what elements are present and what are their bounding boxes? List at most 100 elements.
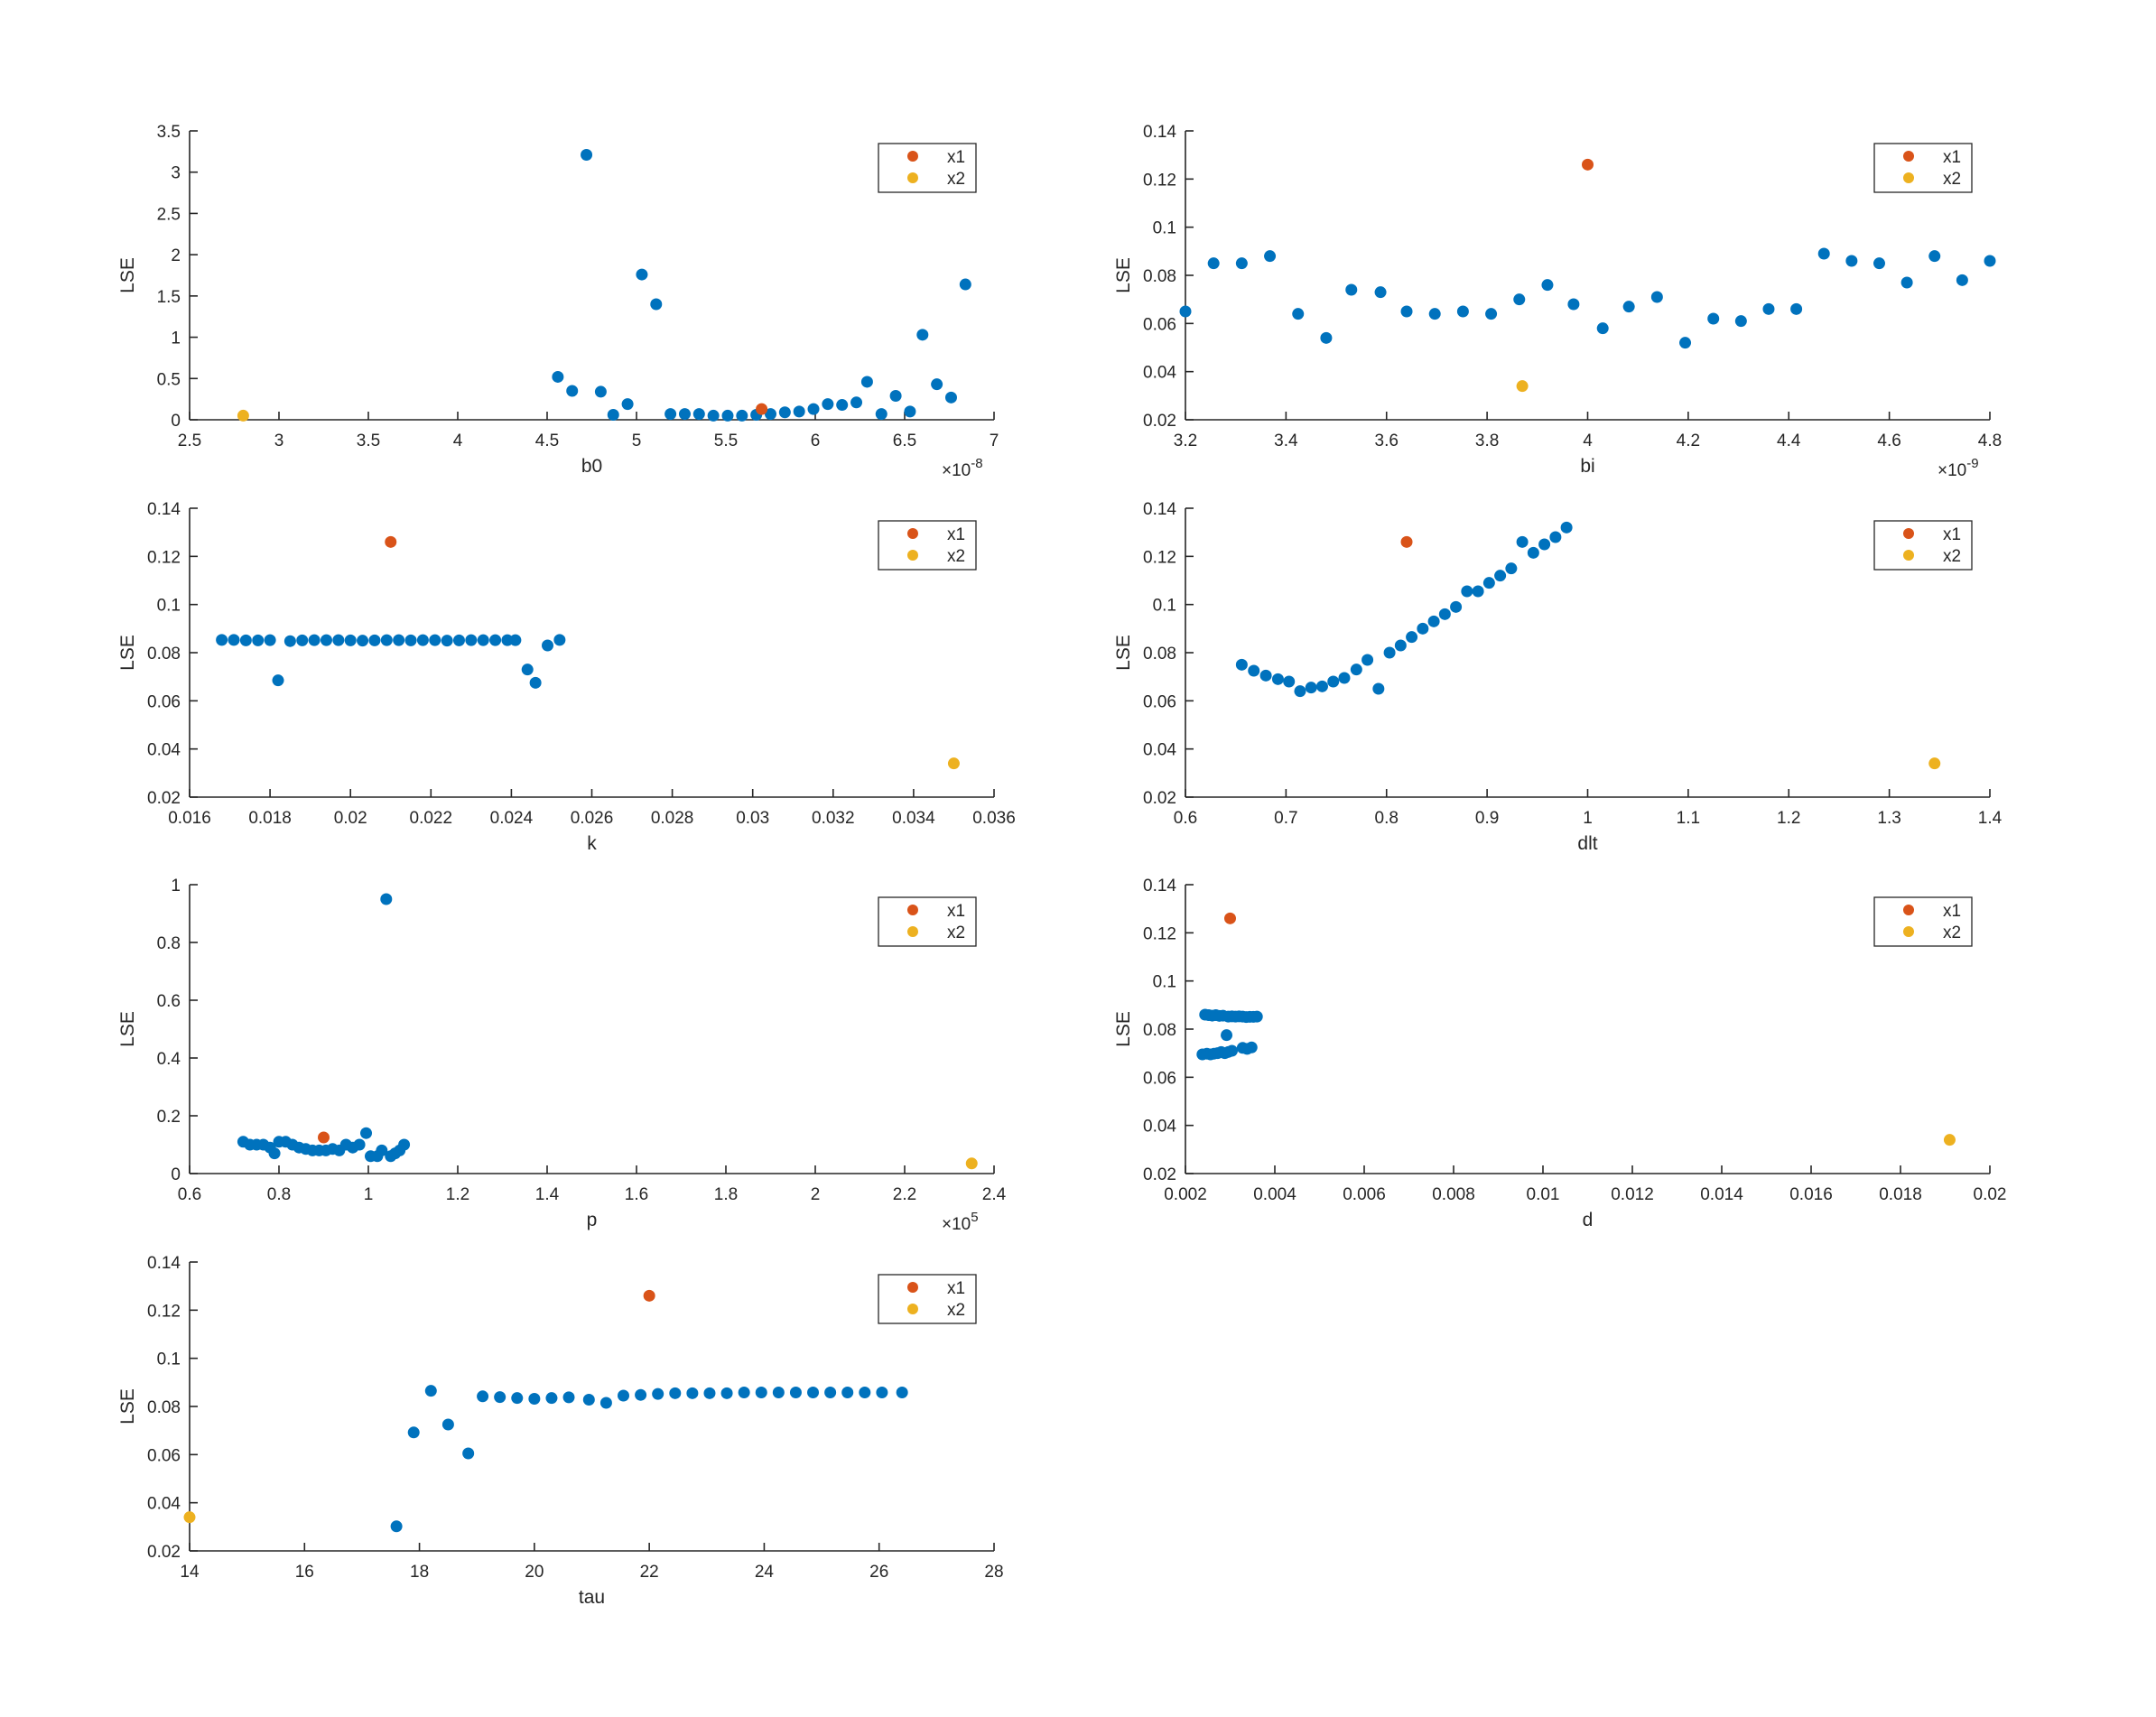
legend-marker-x2: [907, 550, 918, 561]
data-point: [1456, 305, 1469, 318]
legend-label-x1: x1: [1943, 902, 1961, 921]
y-tick-label: 1: [171, 877, 181, 896]
x-tick-label: 0.032: [812, 809, 855, 828]
x-tick-label: 3.4: [1274, 432, 1298, 450]
data-point: [344, 634, 357, 646]
legend-marker-x2: [1903, 550, 1914, 561]
data-point: [398, 1138, 411, 1151]
data-point: [836, 399, 849, 412]
data-point: [376, 1144, 388, 1156]
x-tick-label: 2.4: [982, 1185, 1007, 1204]
data-point: [1271, 673, 1284, 685]
data-point: [1361, 654, 1374, 666]
data-point-x2: [1943, 1134, 1956, 1146]
data-point: [509, 634, 522, 646]
x-tick-label: 0.024: [490, 809, 534, 828]
data-point: [599, 1397, 612, 1409]
data-point: [1567, 298, 1580, 311]
x-tick-label: 0.016: [168, 809, 211, 828]
x-tick-label: 4: [1583, 432, 1593, 450]
y-tick-label: 0.02: [1143, 412, 1176, 431]
subplot-bi: 3.2 3.4 3.6 3.8 4 4.2 4.4 4.6 4.8 0.02 0.04 0.06 0.0…: [1113, 123, 2002, 480]
legend-marker-x1: [907, 151, 918, 162]
y-tick-label: 0: [171, 1165, 181, 1184]
legend-marker-x1: [907, 528, 918, 539]
legend-label-x2: x2: [1943, 547, 1961, 566]
x-tick-label: 18: [410, 1563, 429, 1582]
data-point: [441, 1418, 454, 1431]
data-point: [462, 1447, 475, 1460]
data-point: [429, 634, 441, 646]
legend-marker-x2: [1903, 172, 1914, 183]
data-point: [407, 1426, 420, 1439]
y-tick-label: 0.12: [1143, 171, 1176, 190]
x-tick-label: 1.2: [446, 1185, 469, 1204]
data-point: [545, 1392, 558, 1405]
subplot-k: 0.016 0.018 0.02 0.022 0.024 0.026 0.028 0.03 0.…: [117, 500, 1016, 854]
legend-label-x1: x1: [947, 1279, 965, 1298]
legend-marker-x1: [907, 1282, 918, 1293]
data-point: [1350, 664, 1362, 676]
data-point: [876, 1387, 888, 1399]
data-point: [353, 1138, 366, 1151]
x-axis-label: tau: [579, 1587, 605, 1608]
data-point: [1207, 257, 1220, 270]
x-tick-label: 0.02: [334, 809, 367, 828]
subplot-tau: 14 16 18 20 22 24 26 28 0.02 0.04 0.06 0.08 0.1 0.12 0…: [117, 1254, 1004, 1608]
x-tick-label: 22: [640, 1563, 659, 1582]
y-axis-label: LSE: [1113, 257, 1134, 293]
x-axis-exponent: ×10-8: [942, 456, 983, 480]
data-point: [489, 634, 502, 646]
legend-box: [878, 143, 977, 193]
data-point: [1235, 658, 1248, 671]
data-point: [296, 634, 309, 646]
x-tick-label: 1.4: [1978, 809, 2003, 828]
data-point: [477, 1390, 489, 1403]
subplot-dlt: 0.6 0.7 0.8 0.9 1 1.1 1.2 1.3 1.4 0.02 0.04 0.06 0.0…: [1113, 500, 2003, 854]
data-point: [553, 634, 566, 646]
legend-label-x2: x2: [1943, 170, 1961, 189]
data-point: [1707, 312, 1720, 325]
legend-box: [1873, 143, 1973, 193]
data-point: [216, 634, 228, 646]
data-point: [678, 408, 691, 421]
exponent-value: -9: [1966, 456, 1978, 471]
x-tick-label: 0.028: [651, 809, 694, 828]
x-tick-label: 1.1: [1677, 809, 1700, 828]
data-point-x1: [385, 535, 397, 548]
x-tick-label: 16: [295, 1563, 314, 1582]
legend-label-x1: x1: [947, 902, 965, 921]
x-tick-label: 2.2: [893, 1185, 916, 1204]
data-point: [268, 1147, 281, 1160]
x-tick-label: 1: [364, 1185, 374, 1204]
data-point: [252, 634, 265, 646]
data-point: [1494, 570, 1507, 582]
y-tick-label: 0.1: [157, 597, 181, 616]
legend-box: [1873, 520, 1973, 571]
y-axis-label: LSE: [117, 1011, 138, 1047]
x-tick-label: 2: [811, 1185, 821, 1204]
x-tick-label: 4.5: [535, 432, 559, 450]
data-point: [889, 389, 902, 402]
data-point: [772, 1387, 785, 1399]
data-point-x2: [947, 757, 960, 770]
data-point: [931, 378, 943, 391]
data-point: [1292, 308, 1305, 320]
data-point: [582, 1394, 595, 1406]
x-axis-label: b0: [581, 456, 602, 477]
x-tick-label: 0.8: [267, 1185, 291, 1204]
x-tick-label: 14: [180, 1563, 200, 1582]
data-point: [1345, 283, 1358, 296]
data-point: [562, 1391, 575, 1404]
y-tick-label: 0.14: [147, 1254, 181, 1273]
data-point: [594, 385, 607, 398]
y-tick-label: 2: [171, 246, 181, 265]
data-point: [636, 268, 648, 281]
legend-label-x2: x2: [947, 547, 965, 566]
legend-marker-x1: [1903, 528, 1914, 539]
x-tick-label: 0.006: [1343, 1185, 1386, 1204]
data-point: [501, 634, 514, 646]
data-point: [793, 405, 805, 418]
legend-marker-x2: [907, 1304, 918, 1314]
